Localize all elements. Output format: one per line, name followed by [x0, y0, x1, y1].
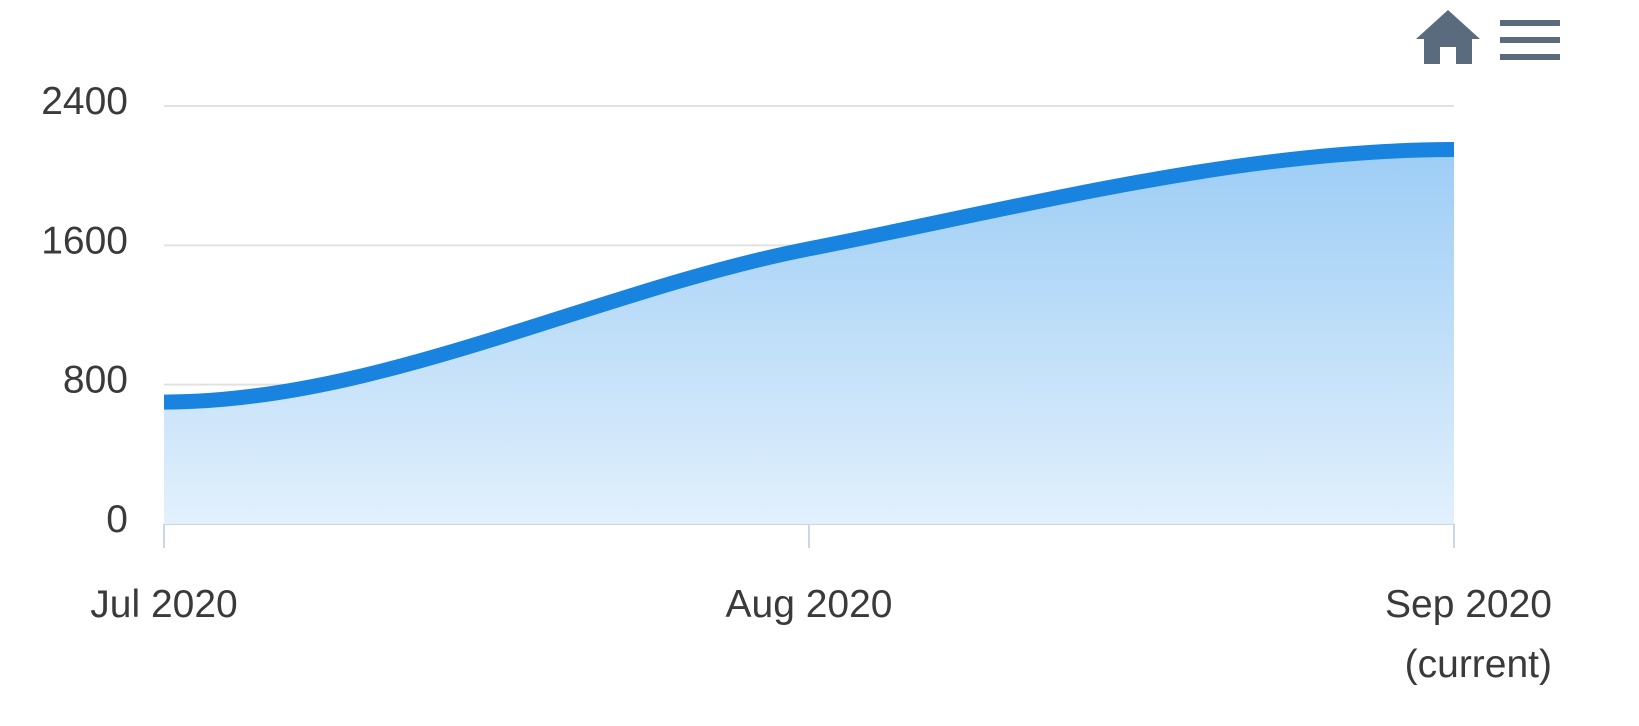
series-line-layer: [163, 142, 1455, 410]
series-area: [164, 149, 1454, 524]
y-tick-label: 0: [106, 498, 128, 541]
x-tick-label: Jul 2020: [90, 583, 237, 626]
y-tick-label: 2400: [41, 80, 128, 123]
area-fill-layer: [164, 149, 1454, 524]
x-axis: [163, 524, 1455, 548]
hamburger-menu-icon: [1500, 20, 1560, 60]
menu-button[interactable]: [1496, 8, 1568, 68]
y-axis-tick-labels: 0 800 1600 2400: [41, 80, 128, 541]
y-tick-label: 800: [63, 359, 128, 402]
series-line: [163, 142, 1455, 410]
home-button[interactable]: [1412, 4, 1484, 72]
x-tick-label: Aug 2020: [726, 583, 893, 626]
x-tick-label: Sep 2020 (current): [1385, 583, 1552, 686]
y-tick-label: 1600: [41, 219, 128, 262]
x-axis-tick-labels: Jul 2020 Aug 2020 Sep 2020 (current): [90, 583, 1552, 686]
home-icon: [1416, 10, 1480, 64]
